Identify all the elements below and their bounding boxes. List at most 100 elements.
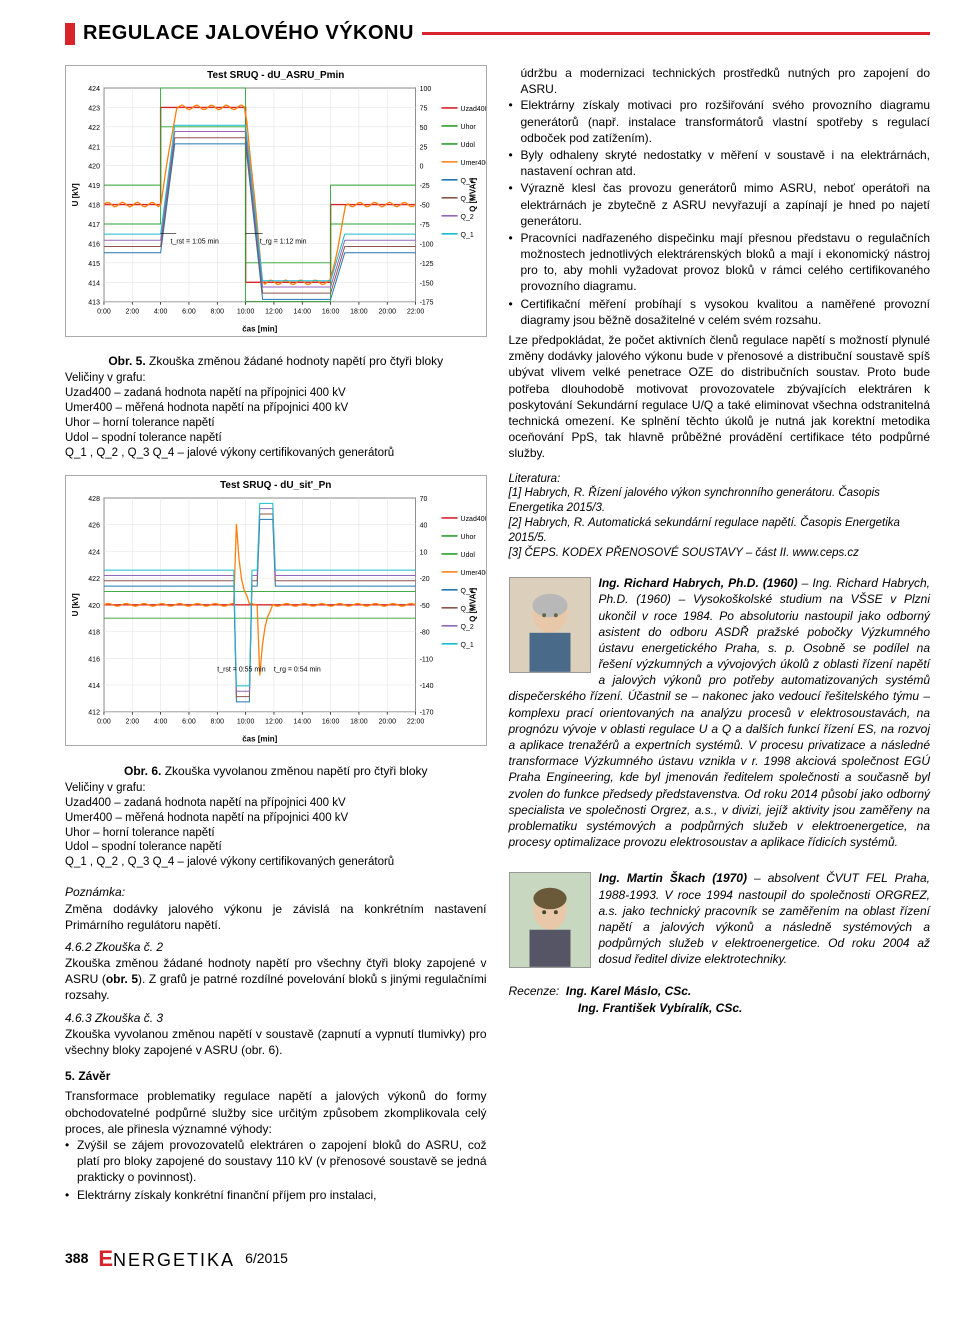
svg-text:Q_2: Q_2: [461, 623, 474, 630]
svg-text:-110: -110: [420, 656, 434, 663]
svg-text:-50: -50: [420, 203, 430, 210]
brand-logo: ENERGETIKA: [98, 1244, 235, 1274]
svg-text:Q_4: Q_4: [461, 178, 474, 185]
svg-text:Test SRUQ - dU_sit'_Pn: Test SRUQ - dU_sit'_Pn: [220, 480, 331, 491]
svg-text:čas [min]: čas [min]: [242, 734, 277, 743]
svg-text:413: 413: [88, 300, 100, 307]
right-bullets: Elektrárny získaly motivaci pro rozšiřov…: [509, 97, 931, 328]
svg-text:422: 422: [88, 576, 100, 583]
svg-text:418: 418: [88, 629, 100, 636]
legend-1: Veličiny v grafu:Uzad400 – zadaná hodnot…: [65, 371, 487, 461]
svg-text:Udol: Udol: [461, 552, 476, 559]
author-photo-2: [509, 872, 591, 968]
svg-text:-75: -75: [420, 222, 430, 229]
svg-text:2:00: 2:00: [125, 718, 139, 725]
svg-text:20:00: 20:00: [379, 718, 397, 725]
svg-text:6:00: 6:00: [182, 718, 196, 725]
svg-text:2:00: 2:00: [125, 309, 139, 316]
svg-text:t_rg = 1:12 min: t_rg = 1:12 min: [260, 238, 307, 245]
svg-text:0: 0: [420, 164, 424, 171]
svg-text:416: 416: [88, 656, 100, 663]
recenze: Recenze: Ing. Karel Máslo, CSc. Ing. Fra…: [509, 983, 931, 1015]
section-462: 4.6.2 Zkouška č. 2 Zkouška změnou žádané…: [65, 939, 487, 1004]
svg-text:100: 100: [420, 86, 432, 93]
svg-text:-20: -20: [420, 576, 430, 583]
svg-text:416: 416: [88, 241, 100, 248]
bullet-item: Certifikační měření probíhají s vysokou …: [509, 296, 931, 328]
svg-text:428: 428: [88, 496, 100, 503]
svg-text:70: 70: [420, 496, 428, 503]
header-title: REGULACE JALOVÉHO VÝKONU: [83, 20, 414, 47]
svg-text:10:00: 10:00: [237, 718, 255, 725]
issue-number: 6/2015: [245, 1249, 288, 1268]
bio-1: Ing. Richard Habrych, Ph.D. (1960) – Ing…: [509, 575, 931, 856]
svg-text:U [kV]: U [kV]: [71, 593, 80, 616]
svg-text:6:00: 6:00: [182, 309, 196, 316]
zaver-para: Transformace problematiky regulace napět…: [65, 1088, 487, 1137]
svg-text:Umer400: Umer400: [461, 570, 487, 577]
svg-text:Q_3: Q_3: [461, 196, 474, 203]
svg-text:10: 10: [420, 549, 428, 556]
svg-text:426: 426: [88, 522, 100, 529]
svg-text:Udol: Udol: [461, 142, 476, 149]
svg-text:8:00: 8:00: [210, 718, 224, 725]
svg-text:U [kV]: U [kV]: [71, 183, 80, 206]
caption-1: Obr. 5. Zkouška změnou žádané hodnoty na…: [65, 353, 487, 369]
right-column: údržbu a modernizaci technických prostře…: [509, 65, 931, 1204]
svg-text:Q_3: Q_3: [461, 606, 474, 613]
svg-text:16:00: 16:00: [322, 309, 340, 316]
svg-text:-50: -50: [420, 603, 430, 610]
page-number: 388: [65, 1249, 88, 1268]
svg-text:421: 421: [88, 144, 100, 151]
page-footer: 388 ENERGETIKA 6/2015: [65, 1244, 930, 1274]
svg-text:14:00: 14:00: [294, 309, 312, 316]
svg-text:Umer400: Umer400: [461, 160, 487, 167]
svg-text:-140: -140: [420, 683, 434, 690]
svg-text:40: 40: [420, 522, 428, 529]
svg-text:Q_1: Q_1: [461, 232, 474, 239]
svg-text:18:00: 18:00: [350, 718, 368, 725]
section-463: 4.6.3 Zkouška č. 3 Zkouška vyvolanou změ…: [65, 1010, 487, 1059]
right-p2: Lze předpokládat, že počet aktivních čle…: [509, 332, 931, 462]
svg-text:16:00: 16:00: [322, 718, 340, 725]
poznamka: Poznámka: Změna dodávky jalového výkonu …: [65, 884, 487, 933]
continuation: údržbu a modernizaci technických prostře…: [509, 65, 931, 97]
svg-text:414: 414: [88, 683, 100, 690]
zaver-heading: 5. Závěr: [65, 1068, 487, 1084]
svg-text:0:00: 0:00: [97, 718, 111, 725]
svg-text:Uzad400: Uzad400: [461, 516, 487, 523]
svg-text:t_rst = 0:55 min: t_rst = 0:55 min: [217, 666, 265, 673]
left-column: Test SRUQ - dU_ASRU_Pmin 0:00 2:00 4:00 6:00…: [65, 65, 487, 1204]
svg-text:422: 422: [88, 125, 100, 132]
svg-text:Test SRUQ - dU_ASRU_Pmin: Test SRUQ - dU_ASRU_Pmin: [207, 70, 344, 81]
svg-text:-175: -175: [420, 300, 434, 307]
header-accent: [65, 23, 75, 45]
svg-text:-125: -125: [420, 261, 434, 268]
svg-text:8:00: 8:00: [210, 309, 224, 316]
svg-text:420: 420: [88, 164, 100, 171]
svg-text:čas [min]: čas [min]: [242, 325, 277, 334]
svg-text:14:00: 14:00: [294, 718, 312, 725]
svg-text:412: 412: [88, 709, 100, 716]
svg-text:417: 417: [88, 222, 100, 229]
bullet-item: Byly odhaleny skryté nedostatky v měření…: [509, 147, 931, 179]
bullet-item: Pracovníci nadřazeného dispečinku mají p…: [509, 230, 931, 295]
svg-text:4:00: 4:00: [154, 309, 168, 316]
svg-text:415: 415: [88, 261, 100, 268]
svg-text:50: 50: [420, 125, 428, 132]
svg-text:Uhor: Uhor: [461, 534, 477, 541]
svg-text:0:00: 0:00: [97, 309, 111, 316]
svg-text:Q_2: Q_2: [461, 214, 474, 221]
svg-text:424: 424: [88, 549, 100, 556]
svg-text:-170: -170: [420, 709, 434, 716]
svg-text:22:00: 22:00: [407, 718, 425, 725]
bullet-item: Výrazně klesl čas provozu generátorů mim…: [509, 180, 931, 229]
svg-text:t_rg = 0:54 min: t_rg = 0:54 min: [274, 666, 321, 673]
bullet-item: Elektrárny získaly motivaci pro rozšiřov…: [509, 97, 931, 146]
bullet-item: Elektrárny získaly konkrétní finanční př…: [65, 1187, 487, 1203]
svg-text:18:00: 18:00: [350, 309, 368, 316]
svg-text:75: 75: [420, 105, 428, 112]
section-header: REGULACE JALOVÉHO VÝKONU: [65, 20, 930, 47]
svg-text:419: 419: [88, 183, 100, 190]
svg-text:25: 25: [420, 144, 428, 151]
